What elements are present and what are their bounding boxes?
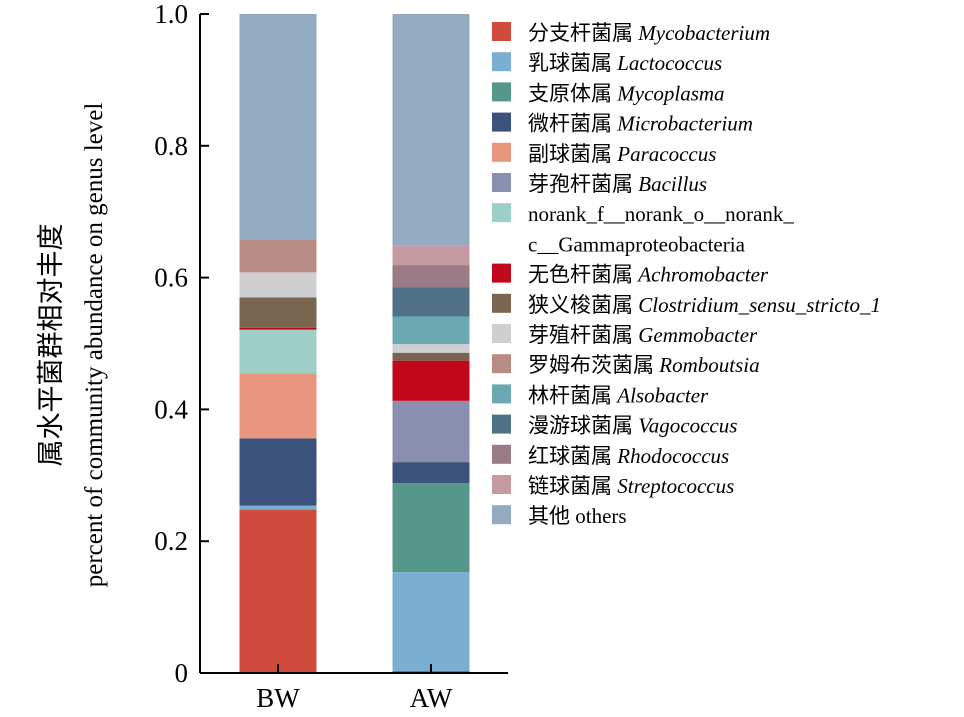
y-axis-title: 属水平菌群相对丰度 percent of community abundance…: [36, 103, 108, 588]
x-category-label: BW: [256, 683, 300, 713]
bar-segment: [239, 329, 317, 374]
x-ticks: BW AW: [256, 664, 453, 713]
bar-segment: [392, 245, 470, 266]
legend-label: 狭义梭菌属 Clostridium_sensu_stricto_1: [528, 293, 881, 317]
legend-label: 其他 others: [528, 504, 627, 528]
legend-label: 红球菌属 Rhodococcus: [528, 444, 729, 468]
y-tick-label: 0.8: [154, 131, 188, 161]
legend-swatch: [492, 505, 511, 525]
bar-segment: [392, 265, 470, 288]
legend-label: 乳球菌属 Lactococcus: [528, 51, 722, 75]
legend-label: 漫游球菌属 Vagococcus: [528, 414, 737, 438]
legend-label: 支原体属 Mycoplasma: [528, 81, 725, 105]
legend-label-continued: c__Gammaproteobacteria: [528, 232, 746, 256]
legend-label: 分支杆菌属 Mycobacterium: [528, 21, 770, 45]
bar-segment: [239, 509, 317, 673]
y-tick-label: 0.4: [154, 394, 188, 424]
bar-segment: [392, 344, 470, 353]
bar-segment: [239, 14, 317, 240]
bar-segment: [392, 316, 470, 345]
bar-segment: [239, 239, 317, 273]
bar-segment: [239, 373, 317, 439]
y-tick-label: 0.6: [154, 263, 188, 293]
y-axis-label-english: percent of community abundance on genus …: [81, 103, 108, 588]
legend-swatch: [492, 444, 511, 464]
legend-swatch: [492, 354, 511, 374]
y-tick-label: 1.0: [154, 0, 188, 29]
legend-label: 芽殖杆菌属 Gemmobacter: [528, 323, 758, 347]
y-tick-label: 0.2: [154, 526, 188, 556]
legend-label: 链球菌属 Streptococcus: [528, 474, 734, 498]
bar-segment: [392, 483, 470, 573]
legend-label: 副球菌属 Paracoccus: [528, 142, 716, 166]
y-tick-label: 0: [175, 658, 189, 688]
legend-label: 无色杆菌属 Achromobacter: [528, 263, 769, 287]
bar-segment: [392, 352, 470, 361]
legend-label: norank_f__norank_o__norank_: [528, 202, 794, 226]
bar-segment: [392, 14, 470, 246]
bar-segment: [392, 572, 470, 672]
bar-segment: [392, 360, 470, 401]
legend-swatch: [492, 293, 511, 313]
legend-swatch: [492, 203, 511, 223]
legend-swatch: [492, 324, 511, 343]
bar-segment: [392, 462, 470, 484]
legend-swatch: [492, 475, 511, 494]
axes-layer: [199, 14, 508, 674]
legend-swatch: [492, 384, 511, 404]
bar-segment: [392, 287, 470, 317]
legend-swatch: [492, 52, 511, 72]
x-category-label: AW: [410, 683, 453, 713]
bar-segment: [392, 400, 470, 463]
legend-swatch: [492, 414, 511, 434]
legend-label: 林杆菌属 Alsobacter: [528, 383, 709, 407]
legend-swatch: [492, 112, 511, 132]
bar-segment: [239, 297, 317, 328]
legend-label: 微杆菌属 Microbacterium: [528, 112, 753, 136]
legend-swatch: [492, 173, 511, 192]
y-axis-label-chinese: 属水平菌群相对丰度: [36, 224, 66, 467]
legend-label: 芽孢杆菌属 Bacillus: [528, 172, 707, 196]
bar-segment: [239, 438, 317, 506]
bars-layer: [239, 14, 470, 673]
legend-swatch: [492, 142, 511, 162]
bar-segment: [239, 327, 317, 330]
legend: 分支杆菌属 Mycobacterium 乳球菌属 Lactococcus 支原体属 …: [492, 21, 881, 528]
bar-segment: [239, 272, 317, 298]
legend-swatch: [492, 82, 511, 102]
legend-swatch: [492, 22, 511, 41]
legend-swatch: [492, 263, 511, 283]
y-ticks: 0 0.2 0.4 0.6 0.8 1.0: [154, 0, 209, 688]
bar-segment: [239, 505, 317, 510]
legend-label: 罗姆布茨菌属 Romboutsia: [528, 353, 760, 377]
